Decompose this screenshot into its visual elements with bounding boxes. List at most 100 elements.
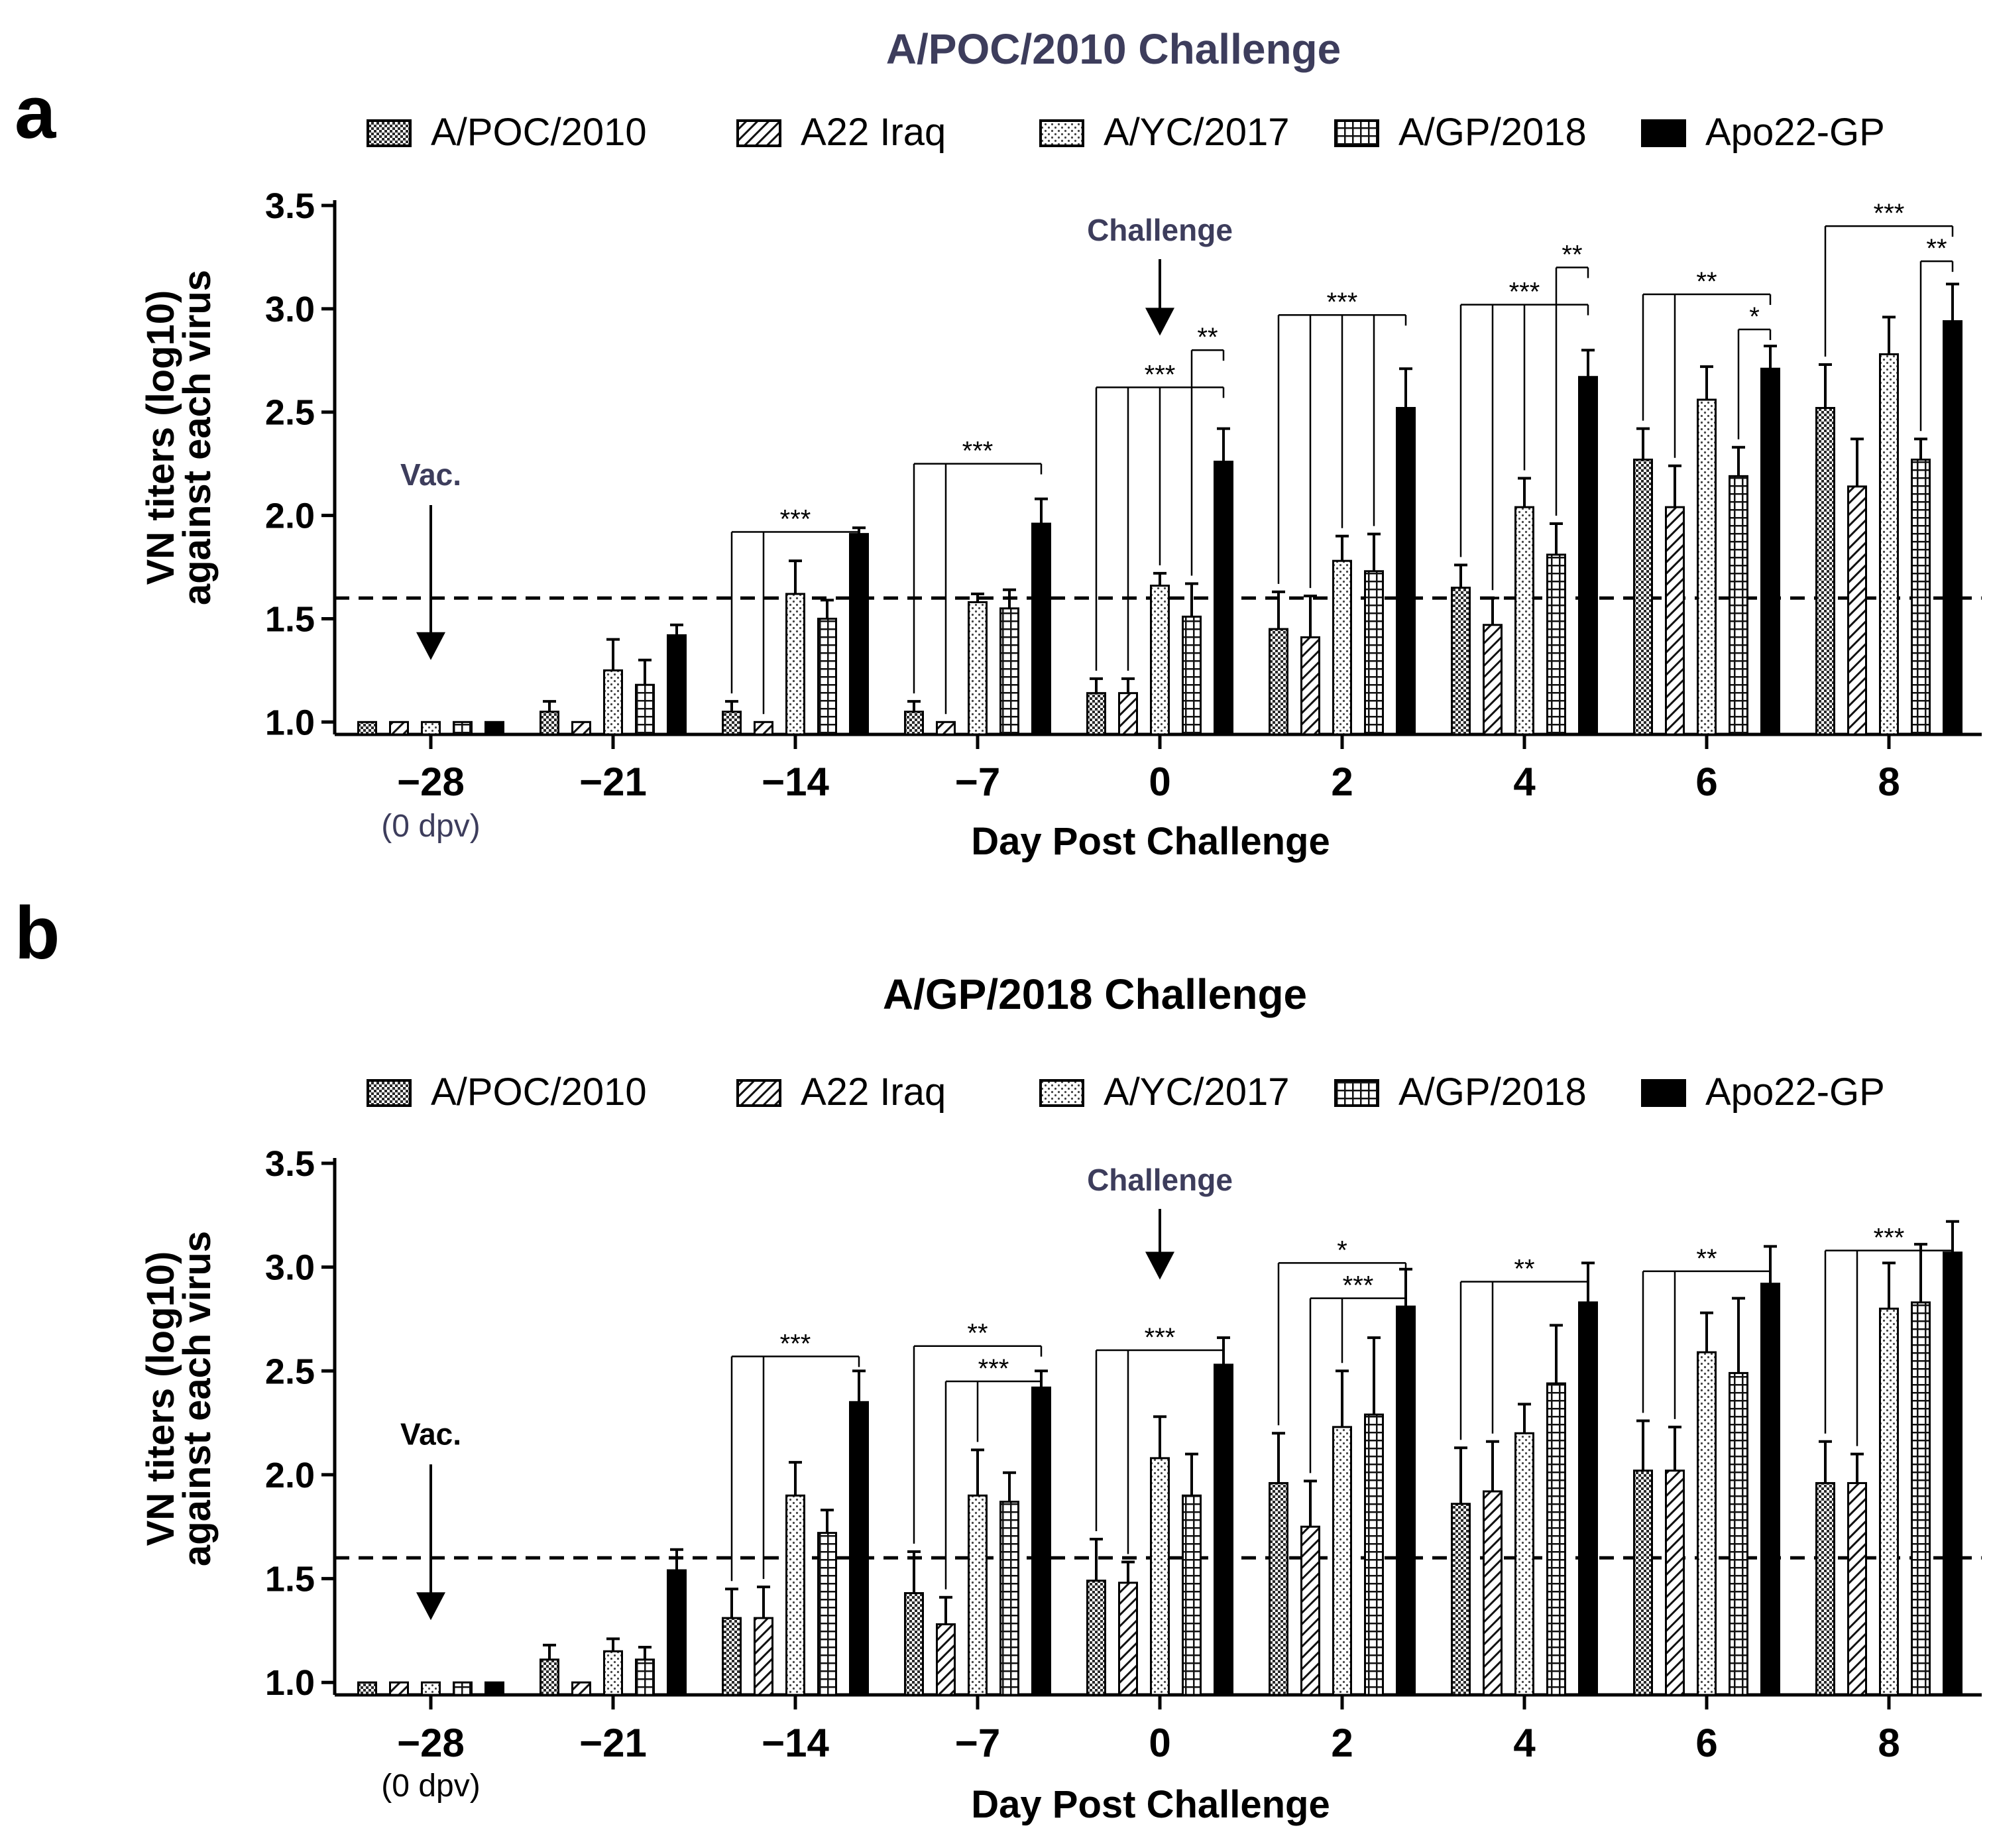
bar-apo22-gp <box>1031 1386 1051 1696</box>
bar-a22-iraq <box>571 721 591 736</box>
bar-a-poc-2010 <box>1086 1580 1106 1696</box>
challenge-label: Challenge <box>1087 213 1233 247</box>
legend-label-2: A22 Iraq <box>801 111 946 154</box>
significance-label: *** <box>780 505 811 534</box>
legend-label-1: A/POC/2010 <box>431 111 647 154</box>
legend-swatch-4 <box>1334 1079 1379 1107</box>
panel-b-xlabel: Day Post Challenge <box>971 1783 1330 1826</box>
bar-a-yc-2017 <box>1150 1457 1170 1696</box>
panel-a-xlabel: Day Post Challenge <box>971 820 1330 863</box>
bar-a-yc-2017 <box>1332 559 1352 736</box>
panel-a-plot: 1.0 1.5 2.0 2.5 3.0 3.5 −28 −21 −14 −7 0 2 4 6 8 (0 dpv… <box>265 186 1982 844</box>
bar-a-poc-2010 <box>1269 628 1288 736</box>
bar-a-gp-2018 <box>635 1658 655 1696</box>
bar-a-poc-2010 <box>722 1617 742 1696</box>
x-tick-label: −7 <box>955 1721 1000 1765</box>
bar-a-gp-2018 <box>1182 615 1202 736</box>
x-tick-label: 6 <box>1695 760 1717 804</box>
first-tick-note: (0 dpv) <box>381 1768 480 1804</box>
bar-a-poc-2010 <box>722 711 742 736</box>
x-tick-label: 4 <box>1513 760 1536 804</box>
y-tick-label: 2.5 <box>265 1352 315 1391</box>
bar-a-gp-2018 <box>999 1501 1019 1696</box>
significance-label: *** <box>1145 360 1176 389</box>
bar-a-poc-2010 <box>1633 1470 1653 1696</box>
panel-a-ylabel-line2: against each virus <box>176 270 219 605</box>
x-tick-label: −21 <box>579 760 647 804</box>
bar-a-poc-2010 <box>1451 587 1471 736</box>
panel-b-ylabel-line2: against each virus <box>176 1231 219 1566</box>
panel-a-y-axis-title: VN titers (log10) against each virus <box>139 270 219 605</box>
challenge-arrow-head <box>1145 1251 1174 1280</box>
challenge-arrow-head <box>1145 308 1174 336</box>
x-tick-label: −28 <box>397 760 465 804</box>
x-tick-label: −28 <box>397 1721 465 1765</box>
x-tick-label: −21 <box>579 1721 647 1765</box>
x-tick-label: 2 <box>1331 760 1353 804</box>
panel-b: b A/GP/2018 Challenge A/POC/2010 A22 Iraq… <box>15 892 1982 1826</box>
challenge-label: Challenge <box>1087 1163 1233 1197</box>
bar-a-gp-2018 <box>817 617 837 736</box>
bar-a-poc-2010 <box>904 1591 924 1696</box>
bar-a-gp-2018 <box>1364 570 1384 736</box>
bar-a-poc-2010 <box>1086 692 1106 736</box>
panel-a-letter: a <box>15 71 56 154</box>
y-tick-label: 3.5 <box>265 1144 315 1184</box>
significance-label: ** <box>1696 1244 1717 1273</box>
bar-a-yc-2017 <box>1514 506 1534 736</box>
legend-label-3: A/YC/2017 <box>1104 111 1290 154</box>
y-tick-label: 1.0 <box>265 1663 315 1703</box>
bar-apo22-gp <box>667 1569 687 1696</box>
legend-swatch-5 <box>1641 1079 1686 1107</box>
x-tick-label: 0 <box>1149 760 1170 804</box>
bar-a-yc-2017 <box>421 721 441 736</box>
bar-a22-iraq <box>1847 485 1867 736</box>
bar-a-poc-2010 <box>1451 1503 1471 1696</box>
significance-label: ** <box>1562 241 1582 270</box>
y-tick-label: 1.5 <box>265 1560 315 1599</box>
vac-arrow-head <box>416 632 445 660</box>
legend-label-4: A/GP/2018 <box>1398 111 1587 154</box>
bar-apo22-gp <box>667 634 687 736</box>
bar-a22-iraq <box>936 721 956 736</box>
bar-a-yc-2017 <box>421 1681 441 1696</box>
significance-label: ** <box>1197 323 1218 352</box>
significance-label: *** <box>1874 199 1905 228</box>
x-tick-label: 0 <box>1149 1721 1170 1765</box>
significance-label: *** <box>1509 278 1540 307</box>
panel-a-legend: A/POC/2010 A22 Iraq A/YC/2017 A/GP/2018 Apo2… <box>367 111 1885 154</box>
bar-a-poc-2010 <box>357 1681 377 1696</box>
legend-swatch-5 <box>1641 119 1686 147</box>
bar-apo22-gp <box>1214 1363 1233 1696</box>
bar-apo22-gp <box>849 1401 869 1696</box>
bar-a22-iraq <box>389 721 409 736</box>
bar-a-poc-2010 <box>1815 1481 1835 1696</box>
first-tick-note: (0 dpv) <box>381 809 480 844</box>
panel-b-plot: 1.0 1.5 2.0 2.5 3.0 3.5 −28 −21 −14 −7 0 2 4 6 8 (0 dpv… <box>265 1144 1982 1804</box>
y-tick-label: 3.0 <box>265 1248 315 1288</box>
y-tick-label: 3.5 <box>265 186 315 226</box>
bar-a-yc-2017 <box>785 593 805 736</box>
bar-a-poc-2010 <box>1633 458 1653 736</box>
legend-label-3: A/YC/2017 <box>1104 1070 1290 1114</box>
significance-label: *** <box>1327 288 1358 317</box>
bar-a-yc-2017 <box>1697 398 1717 736</box>
bar-a-yc-2017 <box>1879 353 1899 736</box>
bar-a-gp-2018 <box>817 1532 837 1696</box>
bar-a-yc-2017 <box>1879 1307 1899 1696</box>
significance-label: ** <box>1696 267 1717 296</box>
bar-apo22-gp <box>1760 1283 1780 1696</box>
bar-a-yc-2017 <box>968 1494 988 1696</box>
bar-a22-iraq <box>1483 1490 1503 1696</box>
legend-swatch-3 <box>1039 1079 1084 1107</box>
bar-a-yc-2017 <box>1514 1432 1534 1696</box>
bar-a-gp-2018 <box>1546 1382 1566 1696</box>
significance-label: *** <box>1343 1271 1374 1300</box>
panel-b-y-axis-title: VN titers (log10) against each virus <box>139 1231 219 1566</box>
significance-label: *** <box>978 1354 1009 1383</box>
significance-label: ** <box>1926 234 1947 263</box>
bar-a-gp-2018 <box>1364 1413 1384 1696</box>
bar-a-gp-2018 <box>1729 1371 1748 1696</box>
legend-swatch-1 <box>367 1079 412 1107</box>
